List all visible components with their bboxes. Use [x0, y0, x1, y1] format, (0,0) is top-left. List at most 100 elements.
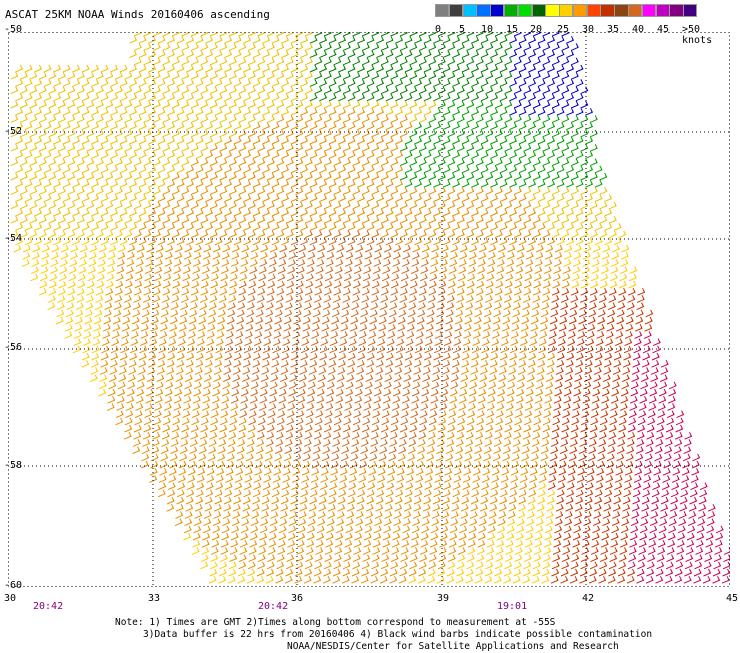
wind-barb: [423, 496, 432, 505]
wind-barb: [547, 64, 556, 73]
wind-barb: [684, 431, 693, 440]
wind-barb: [580, 417, 589, 426]
wind-barb: [347, 359, 356, 368]
wind-barb: [454, 323, 463, 332]
wind-barb: [144, 410, 153, 419]
wind-barb: [114, 158, 123, 167]
wind-barb: [566, 50, 575, 59]
wind-barb: [433, 151, 442, 159]
wind-barb: [674, 568, 683, 577]
wind-barb: [375, 359, 384, 368]
wind-barb: [247, 187, 256, 195]
wind-barb: [155, 251, 164, 260]
wind-barb: [233, 359, 242, 368]
wind-barb: [603, 367, 612, 375]
wind-barb: [537, 122, 546, 131]
wind-barb: [195, 237, 204, 246]
wind-barb: [476, 554, 485, 563]
wind-barb: [620, 532, 629, 541]
wind-barb: [663, 460, 672, 469]
wind-speed-colorbar: 0 5 10 15 20 25 30 35 40 45 >50 knots: [435, 4, 712, 46]
wind-barb: [583, 518, 592, 527]
wind-barb: [319, 482, 328, 491]
wind-barb: [154, 395, 163, 404]
wind-barb: [500, 475, 509, 483]
wind-barb: [432, 503, 441, 512]
wind-barb: [596, 467, 605, 476]
wind-barb: [200, 57, 209, 66]
wind-barb: [296, 403, 305, 411]
wind-barb: [148, 208, 157, 217]
wind-barb: [115, 410, 124, 419]
wind-barb: [686, 539, 695, 548]
wind-barb: [518, 79, 527, 87]
wind-barb: [172, 417, 181, 426]
wind-barb: [466, 215, 475, 224]
wind-barb: [219, 287, 228, 296]
wind-barb: [347, 64, 356, 73]
wind-barb: [694, 561, 703, 570]
wind-barb: [552, 410, 561, 419]
wind-barb: [19, 158, 28, 167]
wind-barb: [352, 201, 361, 210]
wind-barb: [561, 554, 570, 563]
wind-barb: [368, 331, 377, 339]
wind-barb: [570, 568, 579, 577]
wind-barb: [504, 417, 513, 426]
wind-barb: [440, 388, 449, 397]
wind-barb: [490, 151, 499, 159]
wind-barb: [230, 395, 239, 404]
wind-barb: [380, 561, 389, 570]
wind-barb: [308, 367, 317, 375]
wind-barb: [591, 532, 600, 541]
wind-barb: [337, 367, 346, 375]
wind-barb: [301, 467, 310, 476]
wind-barb: [396, 338, 405, 347]
wind-barb: [458, 403, 467, 411]
wind-barb: [175, 503, 184, 512]
wind-barb: [494, 129, 503, 138]
wind-barb: [366, 64, 375, 73]
wind-barb: [244, 467, 253, 476]
wind-barb: [329, 475, 338, 483]
wind-barb: [448, 547, 457, 555]
wind-barb: [271, 50, 280, 59]
wind-barb: [478, 518, 487, 527]
wind-barb: [373, 251, 382, 260]
wind-barb: [245, 323, 254, 332]
wind-barb: [307, 518, 316, 527]
wind-barb: [458, 259, 467, 267]
wind-barb: [76, 295, 85, 303]
wind-barb: [555, 367, 564, 375]
wind-barb: [404, 50, 413, 59]
wind-barb: [515, 532, 524, 541]
wind-barb: [480, 237, 489, 246]
wind-barb: [461, 237, 470, 246]
wind-barb: [78, 259, 87, 267]
wind-barb: [499, 489, 508, 498]
wind-barb: [114, 115, 123, 123]
wind-barb: [328, 50, 337, 59]
wind-barb: [357, 352, 366, 361]
wind-barb: [513, 143, 522, 152]
wind-barb: [475, 71, 484, 80]
wind-barb: [115, 273, 124, 282]
wind-barb: [271, 237, 280, 246]
wind-barb: [335, 388, 344, 397]
map-title: ASCAT 25KM NOAA Winds 20160406 ascending: [5, 8, 270, 21]
wind-barb: [586, 331, 595, 339]
wind-barb: [466, 115, 475, 123]
wind-barb: [190, 71, 199, 80]
wind-barb: [333, 158, 342, 167]
wind-barb: [419, 410, 428, 419]
wind-barb: [216, 331, 225, 339]
wind-barb: [328, 223, 337, 231]
wind-barb: [124, 215, 133, 224]
wind-barb: [72, 122, 81, 131]
wind-barb: [568, 316, 577, 325]
wind-barb: [197, 467, 206, 476]
wind-barb: [518, 359, 527, 368]
wind-barb: [241, 511, 250, 519]
wind-barb: [448, 273, 457, 282]
wind-barb: [547, 489, 556, 498]
